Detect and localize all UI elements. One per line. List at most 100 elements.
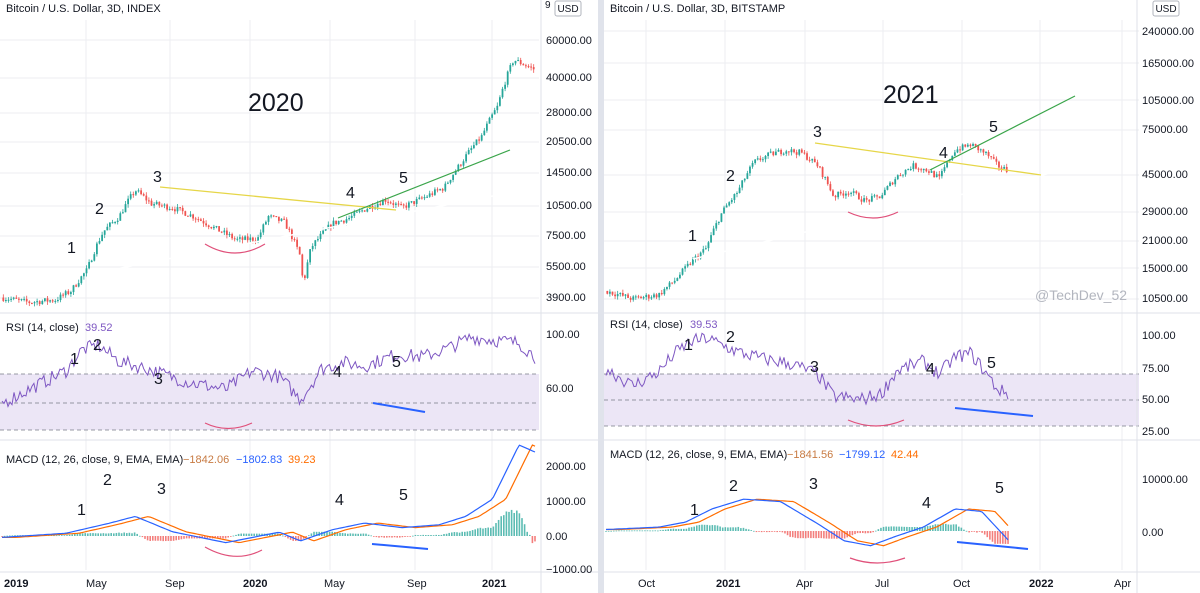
candle-body — [746, 173, 749, 179]
candle-body — [689, 263, 692, 265]
macd-histogram-bar — [750, 530, 753, 531]
macd-histogram-bar — [191, 536, 193, 539]
candle-body — [218, 226, 220, 232]
candle-body — [179, 207, 181, 209]
macd-histogram-bar — [341, 533, 344, 536]
candle-body — [64, 291, 67, 296]
candle-body — [135, 191, 137, 195]
candle-body — [379, 203, 382, 206]
candle-body — [865, 198, 868, 200]
macd-histogram-bar — [758, 531, 760, 532]
candle-body — [426, 196, 428, 198]
macd-histogram-bar — [732, 527, 734, 531]
macd-histogram-bar — [646, 530, 649, 532]
candle-body — [1005, 166, 1008, 172]
right-macd-wave-4: 4 — [922, 495, 931, 512]
right-price-wave-labels: 1 2 3 4 5 — [688, 119, 998, 245]
candle-body — [10, 298, 12, 300]
macd-histogram-bar — [906, 526, 908, 531]
macd-histogram-bar — [245, 533, 248, 536]
candle-body — [301, 254, 304, 276]
left-rsi-pane — [0, 332, 539, 431]
macd-histogram-bar — [986, 531, 989, 538]
resistance-trendline — [159, 186, 397, 211]
macd-histogram-bar — [58, 535, 60, 536]
candle-body — [330, 224, 332, 228]
candle-body — [728, 202, 731, 206]
candle-body — [961, 144, 964, 151]
right-currency-badge[interactable] — [1152, 0, 1180, 17]
left-wave-2: 2 — [95, 201, 104, 218]
candle-body — [850, 192, 853, 194]
macd-histogram-bar — [784, 531, 786, 534]
candle-body — [5, 300, 7, 302]
candle-body — [267, 215, 270, 222]
candle-body — [145, 195, 148, 201]
candle-body — [681, 268, 684, 275]
candle-body — [966, 144, 969, 147]
candle-body — [488, 117, 491, 124]
right-macd-hist-value: 42.44 — [891, 449, 919, 461]
candle-body — [106, 226, 109, 231]
candle-body — [423, 197, 426, 199]
macd-histogram-bar — [695, 525, 698, 531]
left-price-axis[interactable]: 60000.00 40000.00 28000.00 20500.00 1450… — [546, 35, 592, 304]
macd-histogram-bar — [409, 536, 411, 537]
macd-histogram-bar — [955, 524, 957, 531]
candle-body — [389, 202, 392, 204]
candle-body — [158, 201, 161, 206]
panel-divider[interactable] — [598, 0, 604, 593]
candle-body — [684, 266, 687, 269]
candle-body — [460, 164, 462, 166]
macd-histogram-bar — [968, 531, 970, 533]
macd-histogram-bar — [344, 533, 346, 536]
candle-body — [637, 296, 640, 298]
macd-histogram-bar — [71, 534, 73, 536]
macd-signal-line — [2, 444, 536, 544]
candle-body — [174, 209, 176, 212]
right-price-axis[interactable]: 240000.00 165000.00 105000.00 75000.00 4… — [1142, 26, 1194, 305]
candle-body — [647, 294, 650, 299]
candle-body — [774, 151, 777, 156]
candle-body — [512, 63, 514, 66]
rsi-line — [605, 332, 1009, 406]
right-year-label: 2021 — [883, 81, 939, 109]
macd-histogram-bar — [448, 532, 450, 536]
candle-body — [720, 213, 723, 222]
candle-body — [977, 145, 980, 151]
macd-histogram-bar — [347, 533, 349, 536]
macd-histogram-bar — [9, 535, 11, 537]
right-macd-tick: 10000.00 — [1142, 474, 1188, 486]
macd-histogram-bar — [677, 528, 680, 531]
right-gridlines — [604, 20, 1139, 570]
macd-histogram-bar — [435, 534, 437, 536]
candle-body — [348, 217, 350, 220]
macd-histogram-bar — [87, 533, 89, 536]
macd-histogram-bar — [503, 515, 505, 536]
right-macd-pane — [605, 498, 1009, 547]
candle-body — [465, 154, 467, 162]
candle-body — [640, 296, 642, 299]
macd-histogram-bar — [159, 536, 162, 541]
left-rsi-tick: 60.00 — [546, 383, 574, 395]
macd-histogram-bar — [258, 533, 261, 536]
macd-histogram-bar — [362, 533, 365, 536]
macd-histogram-bar — [487, 527, 489, 536]
macd-histogram-bar — [737, 526, 740, 531]
right-macd-wave-1: 1 — [690, 502, 699, 519]
left-macd-signal-value: −1802.83 — [236, 454, 282, 466]
macd-histogram-bar — [729, 527, 732, 531]
left-time-tick: 2019 — [4, 578, 28, 590]
macd-histogram-bar — [838, 531, 841, 539]
right-time-axis[interactable]: Oct 2021 Apr Jul Oct 2022 Apr — [638, 578, 1131, 590]
left-currency-badge[interactable] — [554, 0, 582, 17]
candle-body — [787, 151, 790, 153]
macd-histogram-bar — [615, 530, 618, 532]
candle-body — [491, 114, 493, 118]
macd-histogram-bar — [521, 518, 523, 536]
candle-body — [246, 236, 249, 241]
macd-histogram-bar — [256, 533, 258, 536]
macd-histogram-bar — [417, 535, 419, 536]
left-time-axis[interactable]: 2019 May Sep 2020 May Sep 2021 — [4, 578, 506, 590]
candle-body — [935, 174, 938, 178]
